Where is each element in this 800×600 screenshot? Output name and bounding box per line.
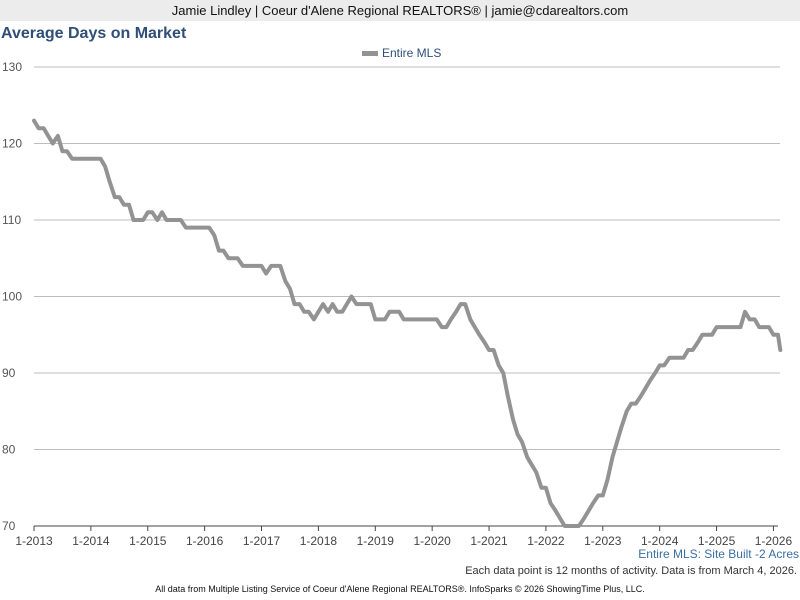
x-tick-label: 1-2024 (641, 534, 679, 548)
x-tick-label: 1-2018 (300, 534, 338, 548)
y-tick-label: 110 (2, 213, 21, 227)
y-tick-label: 70 (2, 519, 16, 533)
x-tick-label: 1-2013 (15, 534, 53, 548)
series-layer (32, 118, 783, 528)
footer-credit: All data from Multiple Listing Service o… (155, 584, 645, 594)
series-line-entire-mls (32, 118, 783, 528)
data-note: Each data point is 12 months of activity… (465, 565, 797, 577)
x-tick-label: 1-2022 (527, 534, 565, 548)
y-tick-label: 80 (2, 443, 16, 457)
x-tick-label: 1-2025 (698, 534, 736, 548)
y-tick-label: 100 (2, 290, 22, 304)
x-tick-label: 1-2014 (72, 534, 110, 548)
legend-label: Entire MLS (382, 46, 442, 60)
x-tick-label: 1-2016 (186, 534, 224, 548)
x-tick-label: 1-2021 (470, 534, 508, 548)
chart-legend[interactable]: Entire MLS (362, 46, 441, 60)
y-tick-label: 130 (2, 60, 22, 74)
x-tick-label: 1-2015 (129, 534, 167, 548)
y-tick-label: 120 (2, 137, 22, 151)
x-tick-label: 1-2020 (413, 534, 451, 548)
x-tick-label: 1-2023 (584, 534, 622, 548)
header-text: Jamie Lindley | Coeur d'Alene Regional R… (171, 3, 629, 18)
header-bar: Jamie Lindley | Coeur d'Alene Regional R… (0, 0, 800, 21)
x-tick-label: 1-2017 (243, 534, 281, 548)
chart-title: Average Days on Market (1, 25, 187, 42)
axes: 70 80 90 100 110 120 130 1-2013 1-2014 1-2015 1-20… (2, 60, 792, 548)
grid-lines (34, 66, 780, 450)
x-tick-label: 1-2026 (755, 534, 793, 548)
series-caption: Entire MLS: Site Built -2 Acres (638, 547, 799, 561)
y-tick-label: 90 (2, 366, 16, 380)
x-tick-label: 1-2019 (357, 534, 395, 548)
legend-swatch (362, 50, 378, 56)
